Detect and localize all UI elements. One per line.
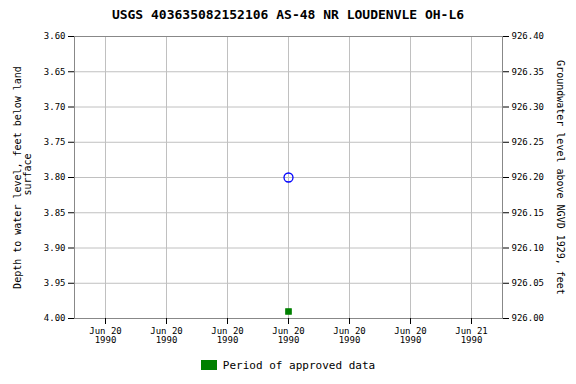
svg-text:926.20: 926.20 (512, 172, 545, 182)
svg-text:3.95: 3.95 (44, 278, 66, 288)
svg-text:3.65: 3.65 (44, 67, 66, 77)
svg-text:Groundwater level above NGVD 1: Groundwater level above NGVD 1929, feet (555, 60, 566, 295)
svg-text:Jun 201990: Jun 201990 (89, 326, 122, 345)
svg-text:926.40: 926.40 (512, 31, 545, 41)
svg-text:926.05: 926.05 (512, 278, 545, 288)
svg-text:926.10: 926.10 (512, 243, 545, 253)
svg-text:926.30: 926.30 (512, 102, 545, 112)
html-text:Period of approved data: Period of approved data (222, 358, 376, 372)
svg-text:Jun 201990: Jun 201990 (150, 326, 183, 345)
svg-text:3.75: 3.75 (44, 137, 66, 147)
svg-text:4.00: 4.00 (44, 313, 66, 323)
svg-text:926.15: 926.15 (512, 208, 545, 218)
svg-text:3.80: 3.80 (44, 172, 66, 182)
svg-text:3.90: 3.90 (44, 243, 66, 253)
svg-text:Jun 201990: Jun 201990 (333, 326, 366, 345)
svg-text:Jun 201990: Jun 201990 (394, 326, 427, 345)
svg-text:Jun 211990: Jun 211990 (455, 326, 488, 345)
svg-text:3.85: 3.85 (44, 208, 66, 218)
svg-text:3.60: 3.60 (44, 31, 66, 41)
html-text:USGS 403635082152106 AS-48 NR: USGS 403635082152106 AS-48 NR LOUDENVLE … (111, 7, 465, 22)
svg-text:Depth to water level, feet bel: Depth to water level, feet below land su… (12, 66, 33, 289)
svg-text:Jun 201990: Jun 201990 (211, 326, 244, 345)
svg-text:3.70: 3.70 (44, 102, 66, 112)
svg-text:Jun 201990: Jun 201990 (272, 326, 305, 345)
svg-text:926.25: 926.25 (512, 137, 545, 147)
svg-text:926.00: 926.00 (512, 313, 545, 323)
svg-text:926.35: 926.35 (512, 67, 545, 77)
